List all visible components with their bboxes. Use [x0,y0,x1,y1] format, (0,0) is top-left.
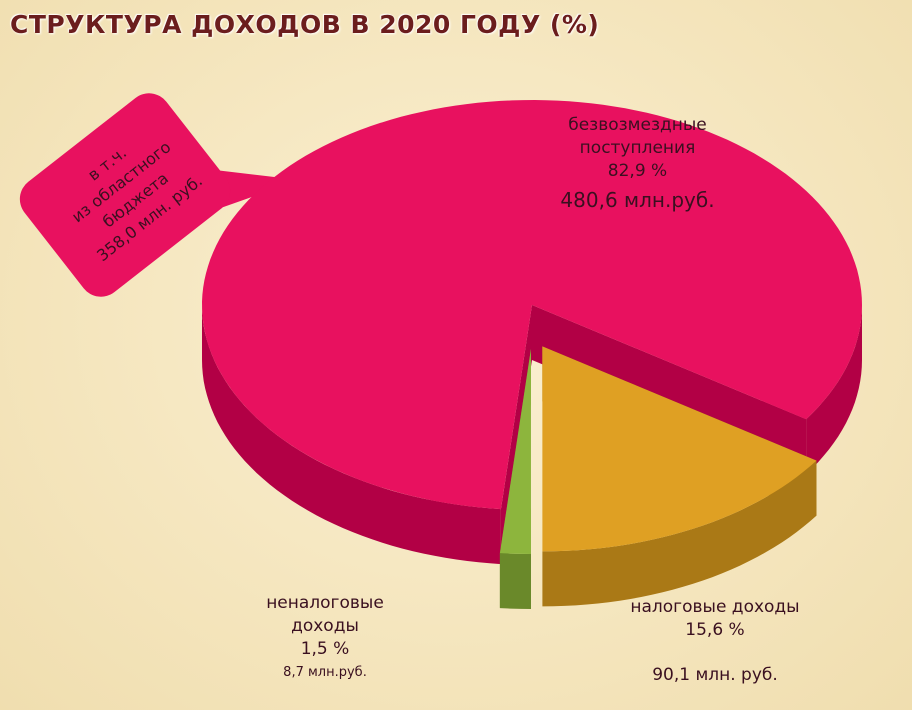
label-group: неналоговые доходы 1,5 % 8,7 млн.руб. [250,592,400,684]
pie-slice [542,346,817,607]
chart-title: СТРУКТУРА ДОХОДОВ В 2020 ГОДУ (%) [10,10,600,39]
amount-label: 90,1 млн. руб. [652,665,778,685]
slice-side [202,305,501,565]
category-label: безвозмездные поступления [568,115,707,158]
label-group: налоговые доходы 15,6 % 90,1 млн. руб. [610,596,820,687]
pie [202,100,862,609]
slice-side [542,460,817,607]
label-group: безвозмездные поступления 82,9 % 480,6 м… [545,114,730,212]
slice-top [202,100,862,510]
slice-top [499,348,531,554]
slice-side [806,305,862,475]
slice-top [542,346,817,552]
category-label: неналоговые доходы [266,593,384,636]
amount-label: 8,7 млн.руб. [283,665,367,680]
slice-side [499,553,531,609]
callout-rect [19,93,231,297]
value-label: 82,9 % [607,161,668,181]
amount-label: 480,6 млн.руб. [560,188,715,212]
pie-slice [499,348,531,609]
value-label: 1,5 % [300,639,350,659]
category-label: налоговые доходы [630,597,800,617]
value-label: 15,6 % [685,620,745,640]
